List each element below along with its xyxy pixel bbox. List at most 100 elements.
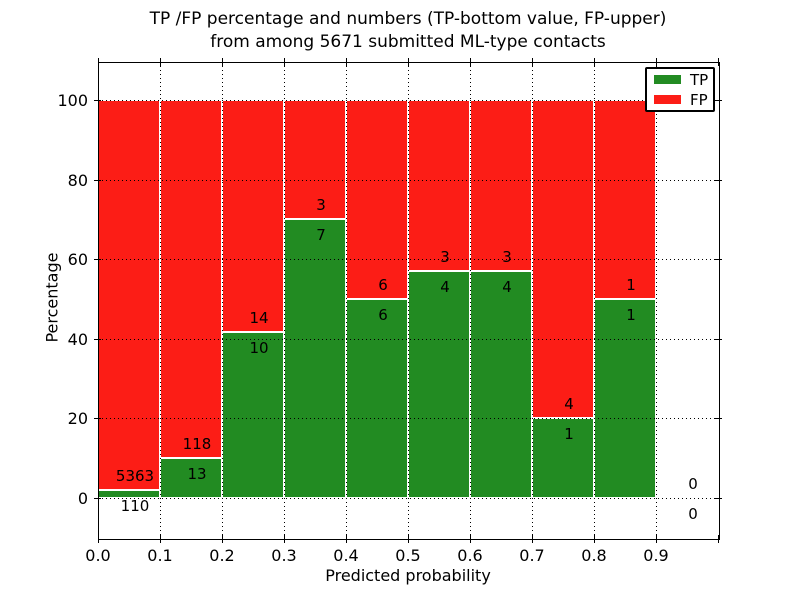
bar-count-tp: 110 bbox=[120, 496, 150, 515]
x-tick-label: 0.3 bbox=[271, 546, 297, 565]
y-tick-label: 80 bbox=[67, 170, 88, 190]
gridline-vertical bbox=[594, 62, 595, 538]
legend-entry-fp: FP bbox=[654, 90, 708, 109]
gridline-vertical bbox=[532, 62, 533, 538]
bar-count-fp: 6 bbox=[378, 276, 388, 294]
x-tick-label: 0.6 bbox=[457, 546, 483, 565]
bar-segment-fp bbox=[98, 100, 160, 490]
x-tick-mark-bottom bbox=[718, 535, 719, 543]
gridline-vertical bbox=[160, 62, 161, 538]
y-tick-mark-right bbox=[715, 259, 722, 261]
bar-count-fp: 14 bbox=[249, 309, 269, 328]
bar-count-fp: 4 bbox=[564, 395, 574, 414]
bar-segment-fp bbox=[160, 100, 222, 459]
x-tick-mark-bottom bbox=[470, 535, 471, 543]
bar-count-tp: 4 bbox=[440, 277, 450, 296]
x-tick-mark-top bbox=[594, 58, 595, 66]
bar-segment-tp bbox=[346, 299, 408, 498]
x-tick-label: 0.8 bbox=[581, 546, 607, 565]
x-tick-mark-bottom bbox=[408, 535, 409, 543]
legend-swatch-tp bbox=[654, 75, 681, 84]
y-tick-label: 40 bbox=[67, 329, 88, 349]
bar-count-tp: 1 bbox=[564, 425, 574, 444]
gridline-vertical bbox=[408, 62, 409, 538]
bar-count-tp: 1 bbox=[626, 306, 636, 324]
bar-count-fp: 3 bbox=[502, 247, 512, 266]
bar-segment-tp bbox=[470, 270, 532, 498]
x-tick-mark-bottom bbox=[594, 535, 595, 543]
chart-title-line1: TP /FP percentage and numbers (TP-bottom… bbox=[149, 9, 667, 29]
bar-count-tp: 13 bbox=[187, 465, 207, 484]
bar-segment-tp bbox=[160, 458, 222, 498]
x-tick-mark-top bbox=[98, 58, 99, 66]
y-tick-mark-left bbox=[94, 497, 101, 499]
bar-segment-fp bbox=[408, 100, 470, 271]
x-tick-mark-top bbox=[718, 58, 719, 66]
bar-count-fp: 1 bbox=[626, 276, 636, 294]
x-tick-mark-top bbox=[656, 58, 657, 66]
x-tick-label: 0.7 bbox=[519, 546, 545, 565]
bar-count-tp: 10 bbox=[249, 339, 269, 358]
x-tick-mark-bottom bbox=[656, 535, 657, 543]
x-tick-mark-bottom bbox=[346, 535, 347, 543]
y-tick-label: 60 bbox=[67, 250, 88, 270]
x-tick-mark-bottom bbox=[222, 535, 223, 543]
y-tick-label: 100 bbox=[57, 91, 88, 111]
x-tick-mark-top bbox=[532, 58, 533, 66]
legend-label-fp: FP bbox=[690, 90, 708, 109]
bar-count-fp: 3 bbox=[440, 247, 450, 266]
legend-swatch-fp bbox=[654, 95, 681, 104]
y-tick-mark-right bbox=[715, 338, 722, 340]
bar-count-tp: 6 bbox=[378, 306, 388, 324]
gridline-vertical bbox=[656, 62, 657, 538]
bar-count-fp: 5363 bbox=[115, 466, 155, 485]
chart-title-line2: from among 5671 submitted ML-type contac… bbox=[210, 32, 606, 52]
y-tick-label: 20 bbox=[67, 409, 88, 429]
x-tick-label: 0.1 bbox=[147, 546, 173, 565]
y-tick-mark-left bbox=[94, 418, 101, 420]
x-tick-label: 0.9 bbox=[643, 546, 669, 565]
gridline-vertical bbox=[284, 62, 285, 538]
bar-count-fp: 3 bbox=[316, 196, 326, 215]
x-tick-mark-bottom bbox=[98, 535, 99, 543]
y-tick-mark-left bbox=[94, 179, 101, 181]
y-tick-mark-left bbox=[94, 259, 101, 261]
x-tick-mark-bottom bbox=[284, 535, 285, 543]
y-tick-label: 0 bbox=[77, 488, 88, 508]
bar-segment-tp bbox=[284, 219, 346, 498]
y-tick-mark-right bbox=[715, 497, 722, 499]
gridline-vertical bbox=[470, 62, 471, 538]
bar-count-fp: 118 bbox=[182, 435, 212, 454]
bar-segment-fp bbox=[594, 100, 656, 299]
bar-segment-fp bbox=[222, 100, 284, 333]
legend-label-tp: TP bbox=[690, 70, 709, 89]
x-tick-mark-top bbox=[222, 58, 223, 66]
bar-count-tp: 0 bbox=[688, 504, 698, 523]
y-tick-mark-right bbox=[715, 100, 722, 102]
x-tick-mark-top bbox=[470, 58, 471, 66]
y-axis-label: Percentage bbox=[42, 252, 62, 343]
bar-count-tp: 7 bbox=[316, 226, 326, 245]
x-tick-label: 0.2 bbox=[209, 546, 235, 565]
bar-segment-tp bbox=[594, 299, 656, 498]
x-tick-label: 0.4 bbox=[333, 546, 359, 565]
gridline-vertical bbox=[222, 62, 223, 538]
bar-segment-fp bbox=[470, 100, 532, 271]
x-tick-mark-top bbox=[408, 58, 409, 66]
bar-segment-tp bbox=[222, 332, 284, 498]
legend-entry-tp: TP bbox=[654, 70, 709, 89]
x-tick-label: 0.5 bbox=[395, 546, 421, 565]
gridline-vertical bbox=[346, 62, 347, 538]
x-tick-mark-top bbox=[346, 58, 347, 66]
x-tick-mark-top bbox=[284, 58, 285, 66]
x-tick-mark-top bbox=[160, 58, 161, 66]
legend: TP FP bbox=[645, 67, 715, 112]
y-tick-mark-right bbox=[715, 179, 722, 181]
chart-title: TP /FP percentage and numbers (TP-bottom… bbox=[98, 8, 718, 54]
bar-count-tp: 4 bbox=[502, 277, 512, 296]
y-tick-mark-left bbox=[94, 100, 101, 102]
x-tick-mark-bottom bbox=[532, 535, 533, 543]
bar-count-fp: 0 bbox=[688, 474, 698, 493]
x-axis-label: Predicted probability bbox=[325, 566, 491, 585]
